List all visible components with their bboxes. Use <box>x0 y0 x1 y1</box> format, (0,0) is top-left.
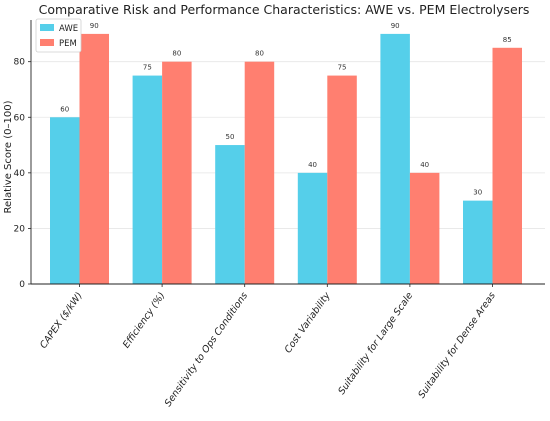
x-tick-label: CAPEX ($/kW) <box>38 290 85 350</box>
bar-pem-1 <box>162 61 192 285</box>
data-label-awe-1: 75 <box>143 64 152 72</box>
y-tick-label: 0 <box>19 280 25 290</box>
x-axis-ticks: CAPEX ($/kW) Efficiency (%)Sensitivity to… <box>38 284 498 409</box>
data-label-awe-0: 60 <box>60 105 69 113</box>
chart-title: Comparative Risk and Performance Charact… <box>39 2 530 17</box>
y-tick-label: 40 <box>14 169 26 179</box>
y-tick-label: 60 <box>14 113 26 123</box>
data-label-pem-3: 75 <box>338 64 347 72</box>
y-axis-label: Relative Score (0–100) <box>3 100 14 213</box>
bar-awe-5 <box>463 200 493 284</box>
data-label-awe-5: 30 <box>473 189 482 197</box>
data-label-pem-1: 80 <box>172 50 181 58</box>
x-tick-label: Suitability for Large Scale <box>336 290 415 396</box>
bar-pem-3 <box>327 75 357 284</box>
data-label-pem-4: 40 <box>420 161 429 169</box>
data-labels: 60 75 50 40 90 30 90 80 80 75 40 85 <box>60 22 511 197</box>
bar-awe-0 <box>50 117 80 285</box>
data-label-pem-2: 80 <box>255 50 264 58</box>
y-tick-label: 80 <box>14 58 26 68</box>
legend-swatch-pem <box>40 39 54 46</box>
data-label-pem-5: 85 <box>503 36 512 44</box>
x-tick-label: Efficiency (%) <box>121 290 168 350</box>
x-tick-label: Cost Variability <box>283 290 333 355</box>
bar-pem-4 <box>409 172 440 284</box>
bar-awe-4 <box>380 33 410 284</box>
bar-awe-3 <box>297 172 328 284</box>
data-label-awe-3: 40 <box>308 161 317 169</box>
legend[interactable]: AWE PEM <box>35 18 82 53</box>
y-tick-label: 20 <box>14 224 26 234</box>
x-tick-label: Sensitivity to Ops Conditions <box>163 290 251 408</box>
x-tick-label: Suitability for Dense Areas <box>416 290 498 400</box>
y-axis-ticks: 0 20 40 60 80 <box>14 58 31 290</box>
data-label-pem-0: 90 <box>90 22 99 30</box>
legend-swatch-awe <box>40 24 54 31</box>
bar-pem-5 <box>492 47 522 284</box>
bar-awe-1 <box>132 75 163 284</box>
bar-pem-2 <box>244 61 275 285</box>
data-label-awe-2: 50 <box>225 133 234 141</box>
bars <box>50 33 522 285</box>
data-label-awe-4: 90 <box>391 22 400 30</box>
legend-label-pem: PEM <box>59 39 77 49</box>
bar-awe-2 <box>215 145 245 284</box>
bar-pem-0 <box>79 33 109 284</box>
axes <box>30 20 545 285</box>
legend-label-awe: AWE <box>59 24 78 34</box>
